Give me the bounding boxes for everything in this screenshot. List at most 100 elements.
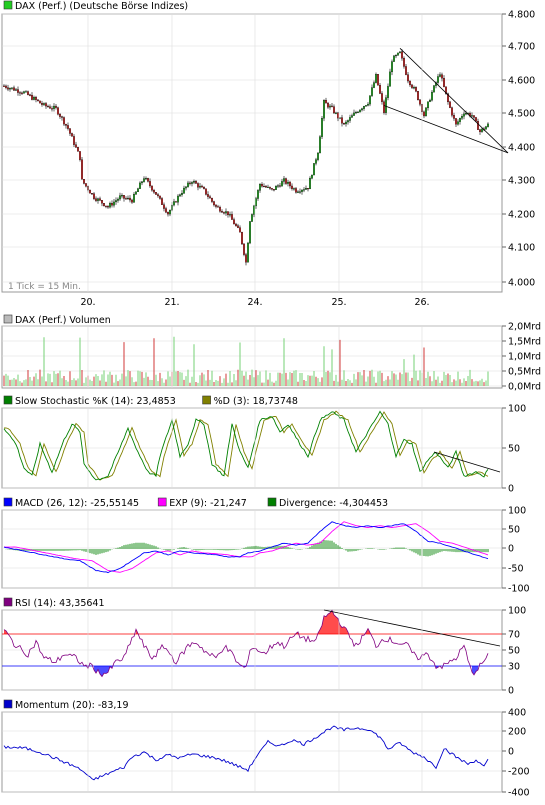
candle-body	[231, 214, 233, 220]
candle-body	[63, 117, 65, 125]
candle-body	[383, 101, 385, 113]
candle-body	[365, 105, 367, 107]
stoch-trendline	[433, 451, 501, 473]
candle-body	[109, 203, 111, 208]
candle-body	[343, 123, 345, 125]
y-tick-label: -200	[508, 767, 530, 778]
candle-body	[211, 197, 213, 202]
stoch-k-line	[3, 410, 489, 481]
candle-body	[5, 85, 7, 88]
candle-body	[107, 206, 109, 208]
candle-body	[77, 147, 79, 152]
x-tick-label: 20.	[80, 297, 95, 308]
candle-body	[335, 112, 337, 114]
y-tick-label: 0	[508, 686, 514, 697]
candle-body	[353, 112, 355, 116]
candle-body	[43, 103, 45, 105]
legend-swatch	[3, 497, 13, 507]
candle-body	[405, 66, 407, 75]
candle-body	[301, 189, 303, 192]
candle-body	[327, 102, 329, 108]
candle-body	[319, 136, 321, 154]
candle-body	[111, 203, 113, 206]
candle-body	[397, 52, 399, 56]
candle-body	[371, 87, 373, 96]
y-tick-label: 4.000	[508, 278, 535, 289]
rsi-overbought-fill	[332, 610, 334, 634]
candle-body	[309, 178, 311, 190]
candle-body	[317, 152, 319, 160]
candle-body	[103, 203, 105, 207]
candle-body	[311, 174, 313, 179]
candle-body	[237, 225, 239, 228]
candle-body	[409, 80, 411, 86]
candle-body	[37, 99, 39, 102]
candle-body	[485, 126, 487, 130]
candle-body	[479, 129, 481, 132]
candle-body	[431, 91, 433, 101]
y-tick-label: 100	[508, 506, 526, 517]
candle-body	[73, 136, 75, 145]
y-tick-label: 4.400	[508, 143, 535, 154]
candle-body	[61, 116, 63, 118]
legend-swatch	[3, 314, 13, 324]
y-tick-label: 0	[508, 747, 514, 758]
y-tick-label: 200	[508, 727, 526, 738]
candle-body	[11, 87, 13, 89]
panel-momentum	[1, 711, 503, 793]
panel-rsi	[1, 609, 503, 691]
candle-body	[313, 163, 315, 176]
candle-body	[149, 181, 151, 187]
candle-body	[197, 183, 199, 188]
candle-body	[261, 183, 263, 187]
candle-body	[29, 94, 31, 96]
legend-label: RSI (14): 43,35641	[15, 598, 105, 609]
candle-body	[117, 198, 119, 201]
candle-body	[23, 91, 25, 94]
rsi-overbought-fill	[336, 616, 338, 634]
candle-body	[441, 74, 443, 79]
candle-body	[283, 178, 285, 182]
candle-body	[369, 95, 371, 105]
candle-body	[305, 188, 307, 190]
candle-body	[333, 106, 335, 114]
rsi-overbought-fill	[344, 626, 346, 634]
legend-label: MACD (26, 12): -25,55145	[15, 498, 139, 509]
y-tick-label: 4.200	[508, 210, 535, 221]
candle-body	[127, 197, 129, 200]
candle-body	[273, 189, 275, 191]
candle-body	[41, 102, 43, 105]
candle-body	[27, 91, 29, 95]
candle-body	[185, 186, 187, 189]
candle-body	[187, 182, 189, 187]
candle-body	[473, 115, 475, 118]
candle-body	[203, 187, 205, 189]
y-tick-label: 70	[508, 630, 520, 641]
candle-body	[377, 74, 379, 86]
candle-body	[407, 74, 409, 82]
candle-body	[193, 181, 195, 183]
legend-label: Divergence: -4,304453	[279, 498, 388, 509]
rsi-oversold-fill	[96, 666, 98, 674]
candle-body	[411, 84, 413, 88]
candle-body	[145, 178, 147, 180]
candle-body	[243, 243, 245, 255]
y-tick-label: 0	[508, 484, 514, 495]
candle-body	[475, 117, 477, 122]
candle-body	[161, 198, 163, 205]
candle-body	[415, 87, 417, 92]
legend-swatch	[267, 497, 277, 507]
rsi-trendline	[323, 609, 501, 647]
macd-line	[3, 521, 489, 574]
candle-body	[289, 181, 291, 187]
price-trendline	[383, 105, 509, 154]
candle-body	[241, 231, 243, 245]
candle-body	[143, 178, 145, 182]
candle-body	[115, 200, 117, 203]
y-tick-label: 100	[508, 606, 526, 617]
candle-body	[205, 188, 207, 195]
candle-body	[279, 185, 281, 187]
candle-body	[51, 108, 53, 110]
candle-body	[191, 182, 193, 184]
legend-label: Slow Stochastic %K (14): 23,4853	[15, 396, 176, 407]
